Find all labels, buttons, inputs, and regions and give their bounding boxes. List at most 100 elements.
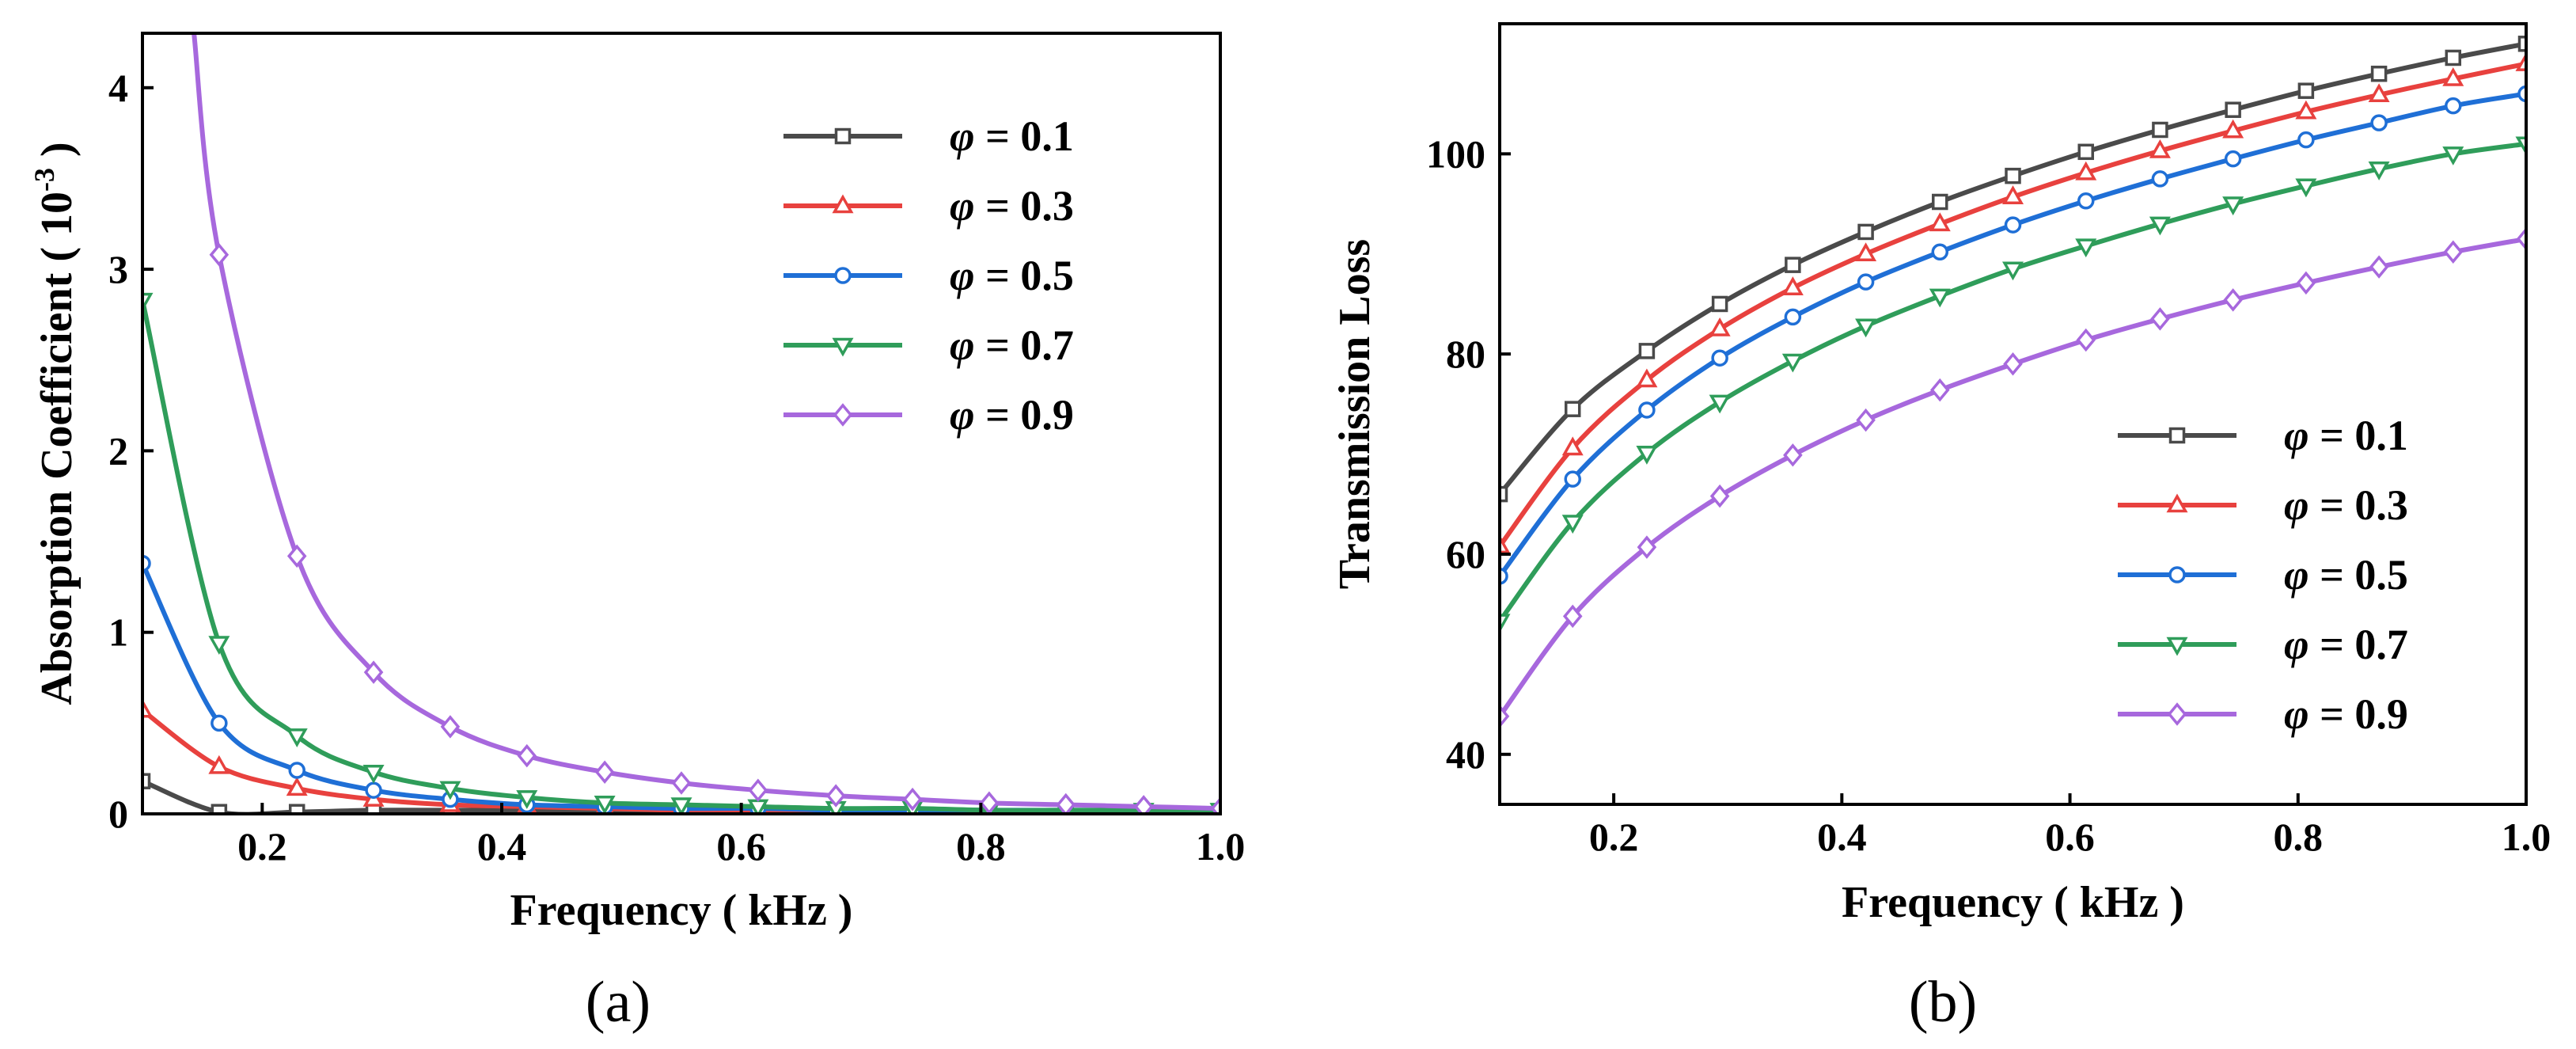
panel-b-data-point bbox=[2295, 100, 2317, 120]
panel-b-legend-entry: φ = 0.7 bbox=[2118, 621, 2408, 668]
panel-b-series-diamond bbox=[1500, 227, 2526, 728]
panel-a-legend-entry: φ = 0.1 bbox=[783, 112, 1074, 160]
panel-a-y-tick-label: 2 bbox=[108, 428, 128, 473]
panel-b-data-point bbox=[2151, 170, 2169, 188]
panel-b-data-point bbox=[1855, 242, 1877, 261]
panel-a-data-point bbox=[516, 790, 538, 809]
panel-a-data-point bbox=[1056, 792, 1076, 814]
panel-b-data-point bbox=[2224, 150, 2242, 168]
panel-a-data-point bbox=[142, 554, 151, 572]
panel-b-series-triangle-down bbox=[1500, 136, 2526, 633]
panel-b-data-point bbox=[2515, 52, 2526, 71]
panel-b-legend: φ = 0.1 φ = 0.3 φ = 0.5 φ = 0.7 φ = 0.9 bbox=[2118, 412, 2408, 738]
panel-a-data-point bbox=[362, 765, 385, 784]
panel-a-x-tick-label: 0.2 bbox=[237, 824, 287, 868]
panel-a-data-point bbox=[670, 797, 692, 814]
panel-a-series bbox=[142, 33, 1220, 814]
panel-b-series bbox=[1500, 36, 2526, 728]
panel-b-x-tick-label: 0.2 bbox=[1589, 815, 1639, 859]
panel-a-x-tick-label: 1.0 bbox=[1196, 824, 1246, 868]
panel-b-label: (b) bbox=[1909, 970, 1977, 1035]
panel-a-y-axis-label-sup: -3 bbox=[28, 168, 60, 192]
panel-b-data-point bbox=[1784, 308, 1802, 326]
panel-b-data-point bbox=[1857, 223, 1874, 241]
panel-b-y-tick-label: 40 bbox=[1446, 732, 1485, 777]
panel-b-legend-marker bbox=[2166, 493, 2188, 513]
panel-a-data-point bbox=[286, 544, 307, 568]
panel-b-legend-label: φ = 0.1 bbox=[2284, 412, 2408, 459]
panel-b-y-tick-label: 60 bbox=[1446, 532, 1485, 576]
panel-a-y-tick-label: 1 bbox=[108, 610, 128, 655]
panel-b-y-tick-label: 100 bbox=[1426, 131, 1485, 176]
panel-b-data-point bbox=[1929, 378, 1950, 402]
panel-b-series-triangle-up bbox=[1500, 52, 2526, 554]
panel-b-data-point bbox=[2077, 192, 2095, 210]
panel-b-data-point bbox=[1781, 353, 1804, 373]
panel-a-y-tick-label: 4 bbox=[108, 66, 128, 110]
panel-b-data-point bbox=[2442, 146, 2464, 165]
panel-b-data-point bbox=[2223, 288, 2243, 312]
panel-b-legend-marker bbox=[2168, 427, 2186, 444]
panel-b-data-point bbox=[2297, 82, 2315, 99]
panel-a-legend-marker bbox=[834, 267, 852, 284]
panel-a-legend-marker bbox=[833, 403, 853, 427]
panel-b-data-point bbox=[2077, 143, 2094, 161]
panel-a-x-tick-label: 0.4 bbox=[477, 824, 527, 868]
panel-a-legend-entry: φ = 0.7 bbox=[783, 321, 1074, 369]
panel-b-data-point bbox=[1929, 288, 1951, 308]
panel-a-data-point bbox=[208, 754, 230, 774]
panel-b-data-point bbox=[2515, 136, 2526, 156]
panel-a-data-point bbox=[288, 762, 305, 779]
panel-b-data-point bbox=[2152, 121, 2168, 139]
panel-b-data-point bbox=[1637, 535, 1657, 559]
panel-b-data-point bbox=[2004, 216, 2022, 234]
panel-b-data-point bbox=[2517, 36, 2526, 52]
panel-a-data-point bbox=[825, 784, 846, 808]
panel-a-x-tick-label: 0.8 bbox=[956, 824, 1006, 868]
panel-a-legend: φ = 0.1 φ = 0.3 φ = 0.5 φ = 0.7 φ = 0.9 bbox=[783, 112, 1074, 439]
panel-b-data-point bbox=[2297, 131, 2315, 149]
panel-b-data-point bbox=[1636, 368, 1658, 388]
panel-a-data-point bbox=[363, 660, 384, 684]
panel-a-data-point bbox=[288, 804, 305, 814]
panel-b-legend-label: φ = 0.9 bbox=[2284, 690, 2408, 738]
panel-b-frame bbox=[1498, 22, 2528, 806]
panel-a-legend-entry: φ = 0.5 bbox=[783, 252, 1074, 299]
panel-a-data-point bbox=[286, 728, 308, 747]
panel-a-data-point bbox=[142, 698, 154, 718]
panel-a-data-point bbox=[517, 743, 537, 768]
panel-a-data-point bbox=[365, 781, 382, 799]
panel-a-legend-entry: φ = 0.3 bbox=[783, 182, 1074, 230]
panel-b-data-point bbox=[1500, 568, 1508, 585]
panel-b-x-tick-label: 1.0 bbox=[2502, 815, 2551, 859]
panel-a-data-point bbox=[748, 778, 768, 802]
panel-a-data-point bbox=[594, 760, 615, 784]
panel-b-data-point bbox=[1932, 193, 1948, 211]
panel-b-data-point bbox=[1785, 257, 1801, 273]
panel-b-y-axis-label: Transmission Loss bbox=[1330, 239, 1379, 589]
panel-a-legend-label: φ = 0.5 bbox=[950, 252, 1074, 299]
panel-a-legend-label: φ = 0.1 bbox=[950, 112, 1074, 160]
panel-b-data-point bbox=[2075, 238, 2097, 258]
panel-b-data-point bbox=[1857, 273, 1875, 291]
panel-b-data-point bbox=[2445, 49, 2462, 67]
panel-b-data-point bbox=[1500, 485, 1508, 503]
panel-a-data-point bbox=[142, 773, 151, 789]
panel-b-series-line bbox=[1500, 61, 2526, 548]
panel-b-x-axis-label: Frequency ( kHz ) bbox=[1842, 878, 2184, 927]
panel-b-legend-marker bbox=[2168, 566, 2186, 583]
panel-b-data-point bbox=[2443, 240, 2464, 264]
panel-b-data-point bbox=[2150, 307, 2170, 331]
panel-b-data-point bbox=[2442, 67, 2464, 86]
panel-b-data-point bbox=[1711, 349, 1728, 367]
panel-b-legend-entry: φ = 0.3 bbox=[2118, 481, 2408, 529]
panel-a-data-point bbox=[211, 804, 228, 814]
panel-b-data-point bbox=[1855, 318, 1877, 338]
panel-a-data-point bbox=[209, 243, 230, 267]
panel-b-data-point bbox=[1783, 443, 1803, 467]
panel-a-data-point bbox=[671, 771, 692, 795]
panel-b-data-point bbox=[2001, 185, 2024, 204]
